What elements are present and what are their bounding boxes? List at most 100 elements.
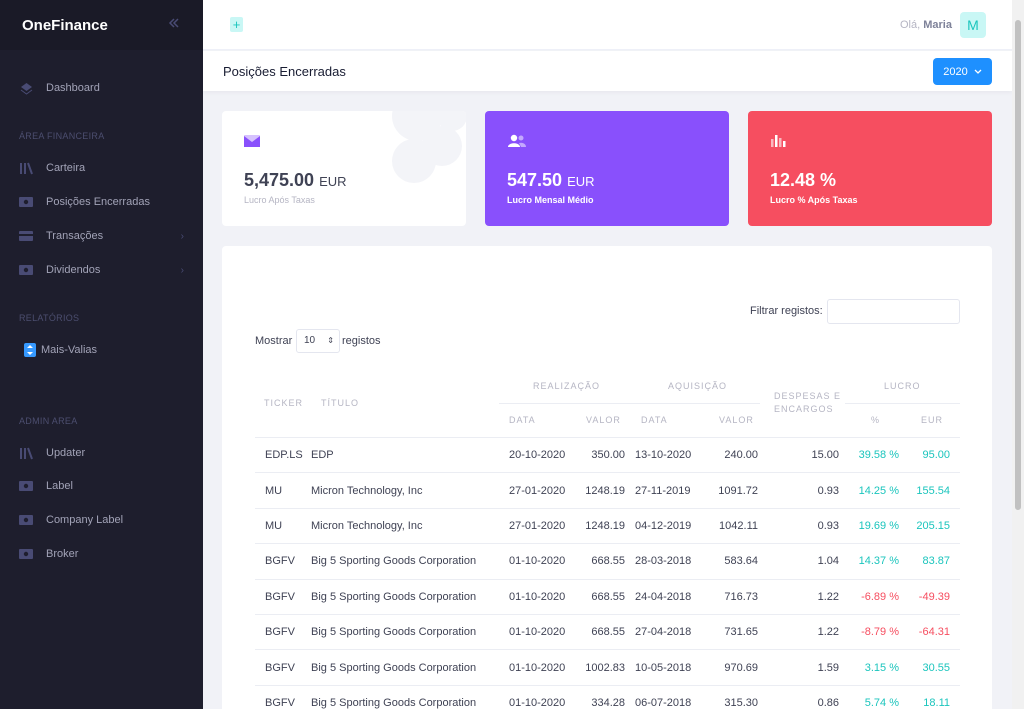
cell-aquisicao-valor: 583.64 (703, 543, 758, 580)
year-dropdown-button[interactable]: 2020 (933, 58, 992, 85)
cell-realizacao-data: 01-10-2020 (499, 649, 571, 686)
sidebar-item-updater[interactable]: Updater (0, 438, 203, 468)
sidebar-item-label: Carteira (46, 162, 86, 174)
cell-title: Big 5 Sporting Goods Corporation (311, 578, 499, 615)
cell-realizacao-valor: 668.55 (571, 578, 625, 615)
cell-lucro-eur: 155.54 (899, 472, 960, 509)
sidebar-item-mais-valias[interactable]: Mais-Valias (0, 335, 203, 365)
sidebar-section-admin: ADMIN AREA (19, 416, 78, 426)
user-greeting[interactable]: Olá, Maria (900, 19, 952, 31)
envelope-icon (244, 133, 262, 149)
cell-aquisicao-valor: 315.30 (703, 684, 758, 709)
top-header: + Olá, Maria M (203, 0, 1012, 50)
header-despesas-line2: ENCARGOS (774, 404, 834, 414)
monthly-amount: 547.50 (507, 170, 563, 190)
table-row: BGFV Big 5 Sporting Goods Corporation 01-1… (255, 649, 960, 686)
sidebar-item-dividendos[interactable]: Dividendos › (0, 255, 203, 285)
credit-card-icon (19, 229, 33, 243)
sidebar-item-transacoes[interactable]: Transações › (0, 221, 203, 251)
cell-aquisicao-data: 06-07-2018 (625, 684, 703, 709)
header-r-data[interactable]: DATA (509, 415, 536, 425)
cell-lucro-pct: 14.25 % (839, 472, 899, 509)
cell-ticker: BGFV (255, 684, 311, 709)
header-eur[interactable]: EUR (921, 415, 944, 425)
header-despesas-line1[interactable]: DESPESAS E (774, 391, 842, 401)
cell-ticker: BGFV (255, 613, 311, 650)
sidebar-item-posicoes[interactable]: Posições Encerradas (0, 187, 203, 217)
chevron-right-icon: › (180, 264, 184, 276)
sidebar-item-label: Mais-Valias (41, 344, 98, 356)
cell-title: Big 5 Sporting Goods Corporation (311, 543, 499, 580)
divider (499, 403, 760, 404)
header-pct[interactable]: % (871, 415, 881, 425)
library-icon (19, 446, 33, 460)
cell-lucro-pct: -8.79 % (839, 613, 899, 650)
filter-input[interactable] (827, 299, 960, 324)
sidebar-item-label: Posições Encerradas (46, 196, 150, 208)
cell-realizacao-valor: 334.28 (571, 684, 625, 709)
cell-lucro-pct: -6.89 % (839, 578, 899, 615)
sidebar-item-text: Company Label (46, 514, 124, 526)
header-a-data[interactable]: DATA (641, 415, 668, 425)
cell-title: Big 5 Sporting Goods Corporation (311, 613, 499, 650)
cell-aquisicao-data: 10-05-2018 (625, 649, 703, 686)
stat-card-monthly: 547.50 EUR Lucro Mensal Médio (485, 111, 729, 226)
plus-icon[interactable]: + (230, 17, 243, 32)
cell-title: Micron Technology, Inc (311, 472, 499, 509)
sort-arrows-icon (23, 343, 37, 357)
sidebar-item-label[interactable]: Label (0, 471, 203, 501)
cell-realizacao-valor: 1002.83 (571, 649, 625, 686)
greeting-text: Olá, (900, 19, 921, 31)
page-size-select[interactable]: 10 ⇕ (296, 329, 340, 353)
brand-logo[interactable]: OneFinance (22, 16, 108, 34)
monthly-value: 547.50 EUR (507, 170, 595, 191)
sidebar-item-label: Dividendos (46, 264, 101, 276)
sort-arrows-icon: ⇕ (327, 336, 334, 345)
cell-ticker: BGFV (255, 543, 311, 580)
cell-realizacao-valor: 350.00 (571, 436, 625, 473)
show-suffix: registos (342, 335, 381, 347)
cell-ticker: MU (255, 472, 311, 509)
table-row: BGFV Big 5 Sporting Goods Corporation 01-1… (255, 613, 960, 650)
sidebar-item-broker[interactable]: Broker (0, 539, 203, 569)
percent-value: 12.48 % (770, 170, 837, 190)
cell-lucro-eur: 18.11 (899, 684, 960, 709)
bar-chart-icon (770, 133, 788, 149)
cell-despesas: 1.22 (758, 578, 839, 615)
money-icon (19, 195, 33, 209)
header-ticker[interactable]: TICKER (264, 398, 304, 408)
scrollbar-thumb[interactable] (1015, 20, 1021, 510)
sidebar-section-financial: ÁREA FINANCEIRA (19, 131, 105, 141)
header-a-valor[interactable]: VALOR (719, 415, 754, 425)
subheader: Posições Encerradas 2020 (203, 51, 1012, 91)
library-icon (19, 161, 33, 175)
brand-bar: OneFinance (0, 0, 203, 50)
chevron-right-icon: › (180, 230, 184, 242)
money-icon (19, 513, 33, 527)
page-title: Posições Encerradas (223, 64, 346, 79)
filter-label: Filtrar registos: (750, 305, 823, 317)
sidebar-item-label: Dashboard (46, 82, 100, 94)
sidebar-item-company-label[interactable]: Company Label (0, 505, 203, 535)
cell-aquisicao-data: 13-10-2020 (625, 436, 703, 473)
avatar[interactable]: M (960, 12, 986, 38)
cell-lucro-eur: -64.31 (899, 613, 960, 650)
decorative-circle (392, 139, 436, 183)
profit-unit: EUR (319, 174, 347, 189)
table-row: MU Micron Technology, Inc 27-01-2020 1248.1… (255, 507, 960, 544)
users-icon (507, 133, 526, 149)
header-title[interactable]: TÍTULO (321, 398, 360, 408)
sidebar-item-dashboard[interactable]: Dashboard (0, 73, 203, 103)
profit-label: Lucro Após Taxas (244, 195, 315, 205)
chevron-double-left-icon[interactable] (167, 16, 181, 35)
cell-aquisicao-valor: 731.65 (703, 613, 758, 650)
vertical-scrollbar[interactable] (1012, 0, 1024, 709)
cell-aquisicao-data: 27-11-2019 (625, 472, 703, 509)
sidebar-item-carteira[interactable]: Carteira (0, 153, 203, 183)
header-r-valor[interactable]: VALOR (586, 415, 621, 425)
cell-realizacao-valor: 1248.19 (571, 507, 625, 544)
stat-card-percent: 12.48 % Lucro % Após Taxas (748, 111, 992, 226)
cell-realizacao-data: 01-10-2020 (499, 543, 571, 580)
cell-title: Big 5 Sporting Goods Corporation (311, 684, 499, 709)
cell-despesas: 0.93 (758, 507, 839, 544)
